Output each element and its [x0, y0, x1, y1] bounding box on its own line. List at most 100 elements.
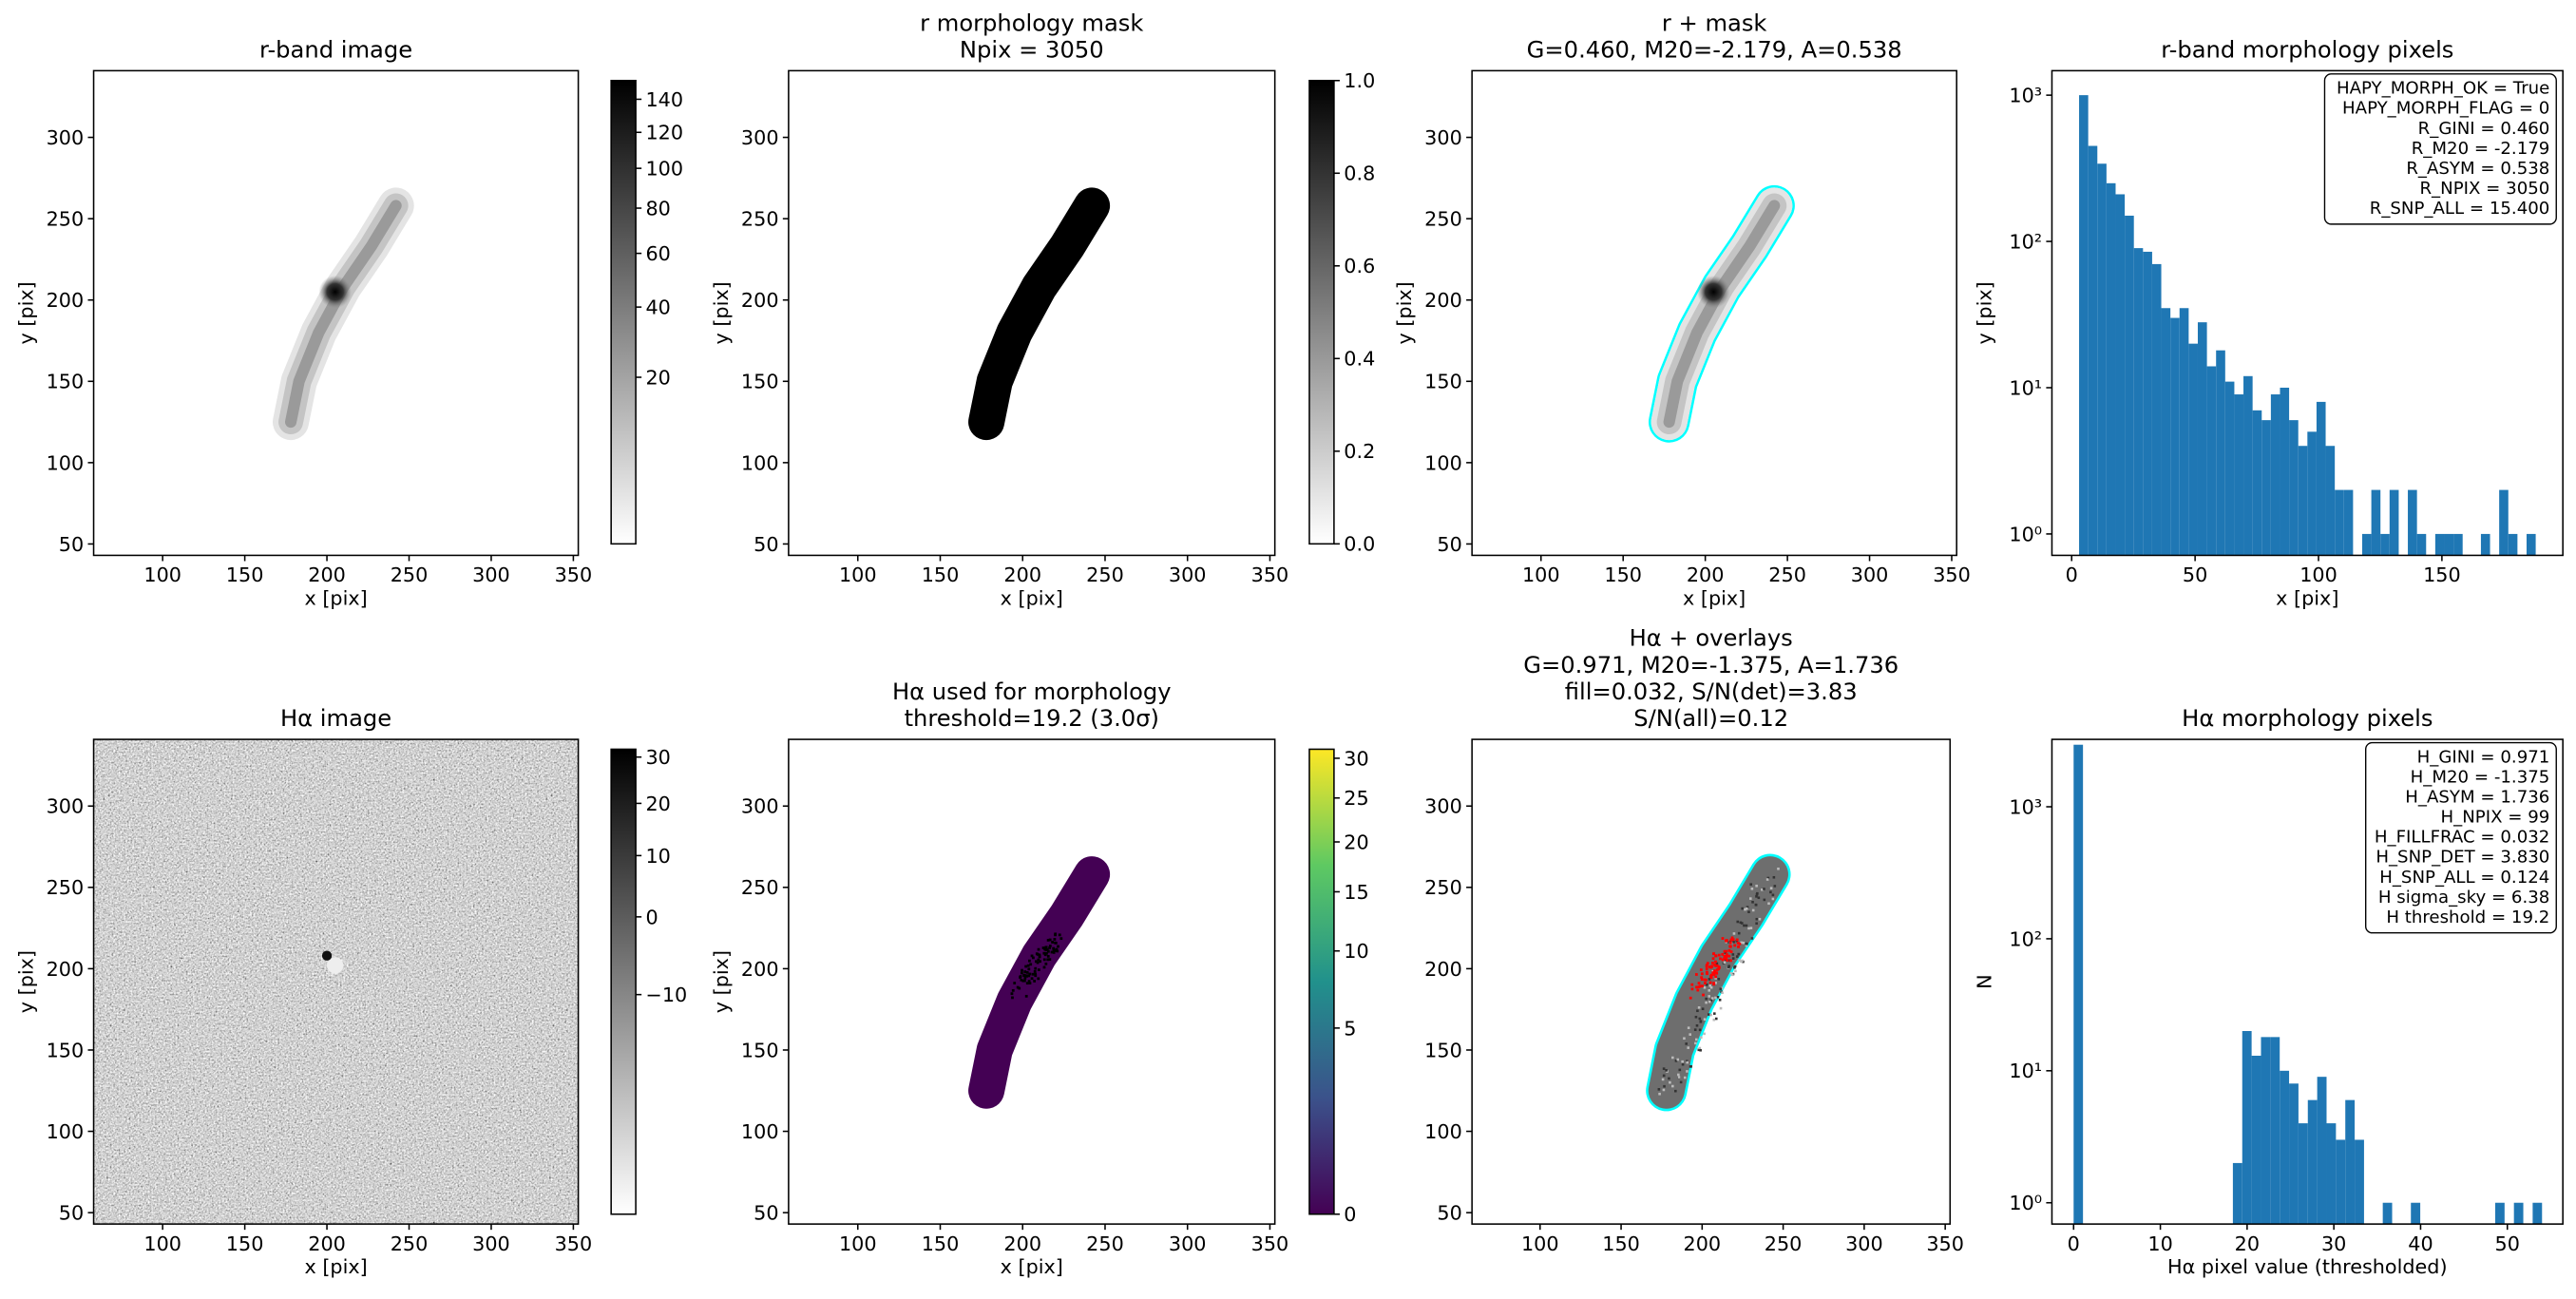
y-tick-label: 200 [1424, 289, 1462, 312]
noise-pixel [1777, 868, 1780, 870]
highlight-pixel [1714, 965, 1718, 967]
highlight-pixel [1730, 936, 1734, 940]
panel-title: G=0.971, M20=-1.375, A=1.736 [1523, 652, 1899, 678]
bar [2179, 308, 2189, 556]
highlight-pixel [1050, 950, 1054, 954]
highlight-pixel [1033, 980, 1037, 983]
plot-area [273, 187, 414, 441]
annotation-line: R_M20 = -2.179 [2412, 139, 2550, 159]
noise-pixel [1731, 957, 1735, 960]
x-tick-label: 300 [472, 1232, 510, 1255]
highlight-pixel [1712, 952, 1715, 955]
galaxy-inner [284, 200, 402, 429]
bar [2216, 350, 2225, 556]
highlight-pixel [1711, 957, 1715, 961]
x-axis-label: x [pix] [304, 586, 367, 609]
noise-pixel [1708, 978, 1711, 981]
highlight-pixel [1052, 951, 1056, 954]
annotation-line: R_GINI = 0.460 [2418, 119, 2550, 139]
y-tick-label: 150 [741, 371, 779, 393]
panel-title: G=0.460, M20=-2.179, A=0.538 [1527, 37, 1902, 64]
y-axis-label: y [pix] [15, 950, 38, 1013]
galaxy-core [1697, 275, 1730, 309]
noise-pixel [1708, 984, 1712, 987]
y-axis-label: y [pix] [15, 281, 38, 344]
noise-pixel [1676, 1058, 1680, 1061]
noise-pixel [1679, 1080, 1683, 1084]
x-tick-label: 350 [1251, 1232, 1289, 1255]
noise-pixel [1773, 885, 1777, 888]
y-tick-label: 250 [741, 208, 779, 231]
noise-pixel [1723, 961, 1727, 965]
highlight-pixel [1723, 949, 1727, 953]
highlight-pixel [1033, 969, 1037, 973]
noise-pixel [1755, 895, 1758, 898]
bar [2371, 489, 2381, 556]
y-tick-label: 150 [47, 1039, 85, 1061]
y-tick-label: 10³ [2009, 795, 2042, 818]
annotation-box [2365, 741, 2557, 934]
highlight-pixel [1708, 981, 1712, 984]
highlight-pixel [1711, 962, 1714, 965]
noise-pixel [1745, 924, 1748, 927]
highlight-pixel [1728, 941, 1732, 945]
bar [2133, 248, 2144, 556]
colorbar [1308, 79, 1335, 545]
y-tick-label: 50 [59, 533, 84, 556]
annotation-line: H_SNP_ALL = 0.124 [2379, 868, 2549, 888]
noise-pixel [1739, 921, 1743, 925]
y-tick-label: 50 [754, 533, 778, 556]
colorbar-tick-label: 40 [645, 296, 670, 319]
highlight-pixel [1723, 957, 1727, 961]
bar [2251, 1055, 2261, 1225]
highlight-pixel [1700, 976, 1704, 980]
highlight-pixel [1725, 949, 1728, 953]
x-tick-label: 10 [2147, 1232, 2172, 1255]
noise-pixel [1747, 926, 1750, 930]
noise-pixel [1698, 1028, 1702, 1032]
y-tick-label: 150 [1424, 371, 1462, 393]
bar [2408, 489, 2417, 556]
x-tick-label: 350 [1251, 564, 1289, 586]
highlight-pixel [1704, 982, 1707, 984]
highlight-pixel [1010, 992, 1014, 996]
plot-area [2073, 744, 2543, 1225]
bar [2242, 1031, 2252, 1225]
noise-pixel [1663, 1084, 1666, 1088]
noise-pixel [1772, 875, 1776, 879]
y-tick-label: 100 [1424, 451, 1462, 474]
noise-pixel [1766, 876, 1770, 880]
highlight-pixel [1028, 982, 1032, 984]
x-tick-label: 350 [555, 564, 593, 586]
panel: 0 50 100 150 10⁰ 10¹ 10² 10³ x [pix] y [pix] r-ban… [1973, 37, 2564, 609]
highlight-pixel [1029, 963, 1033, 966]
noise-pixel [1719, 987, 1723, 990]
highlight-pixel [1042, 965, 1046, 969]
noise-pixel [1661, 1078, 1665, 1081]
highlight-pixel [1698, 984, 1702, 988]
panel-title: Hα image [280, 705, 391, 732]
colorbar-tick-label: 25 [1344, 787, 1368, 810]
y-tick-label: 10² [2009, 231, 2042, 254]
plot-area [968, 187, 1111, 441]
x-tick-label: 300 [472, 564, 510, 586]
highlight-pixel [1020, 971, 1023, 975]
bar [2336, 1139, 2346, 1225]
axes-frame [2051, 69, 2564, 557]
bar [2073, 744, 2084, 1225]
highlight-pixel [1016, 985, 1020, 989]
bar [2508, 533, 2518, 556]
colorbar-tick-label: 10 [1344, 940, 1368, 963]
x-tick-label: 150 [1604, 564, 1642, 586]
bar [2206, 366, 2217, 556]
colorbar-tick-label: 0.2 [1344, 440, 1375, 463]
highlight-pixel [1054, 932, 1058, 936]
highlight-pixel [1699, 968, 1703, 972]
y-tick-label: 10⁰ [2009, 1192, 2042, 1214]
bar [2106, 182, 2116, 556]
x-tick-label: 200 [1003, 564, 1041, 586]
y-tick-label: 300 [1424, 126, 1462, 149]
highlight-pixel [1694, 973, 1698, 976]
